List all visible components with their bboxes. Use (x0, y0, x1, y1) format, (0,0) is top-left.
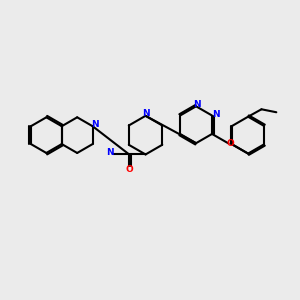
Text: N: N (106, 148, 114, 157)
Text: N: N (193, 100, 200, 109)
Text: N: N (142, 109, 150, 118)
Text: N: N (91, 120, 99, 129)
Text: N: N (212, 110, 219, 119)
Text: O: O (226, 139, 234, 148)
Text: O: O (125, 165, 133, 174)
